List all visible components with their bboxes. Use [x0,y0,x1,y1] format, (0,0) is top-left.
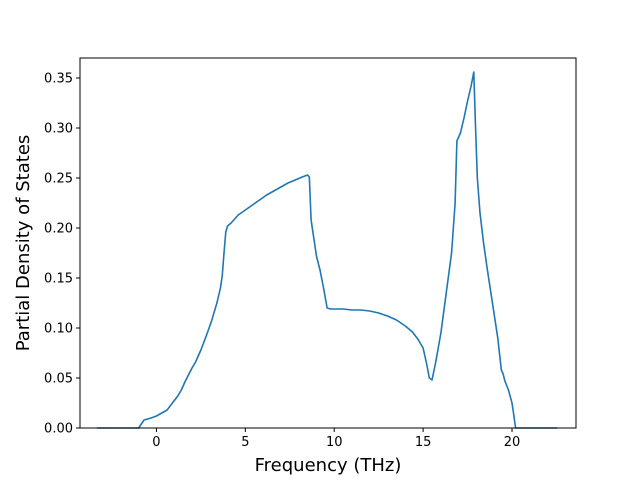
y-tick-label: 0.25 [44,172,73,187]
series-layer [96,71,558,429]
y-axis-label: Partial Density of States [13,135,34,352]
y-tick-label: 0.10 [44,322,73,337]
plot-area-background [80,58,576,428]
x-tick-label: 0 [152,435,160,450]
x-tick-label: 10 [326,435,343,450]
y-tick-label: 0.20 [44,222,73,237]
y-tick-label: 0.00 [44,422,73,437]
ticks-layer: 0 5 10 15 20 0.00 0.05 0.10 0.15 0.20 0.25 0.30 0.35 [44,72,520,451]
x-tick-label: 5 [241,435,249,450]
y-tick-label: 0.35 [44,72,73,87]
y-tick-label: 0.15 [44,272,73,287]
x-tick-label: 15 [415,435,432,450]
series-line [96,71,558,429]
y-tick-label: 0.30 [44,122,73,137]
y-tick-label: 0.05 [44,372,73,387]
x-axis-label: Frequency (THz) [255,455,402,476]
axes-frame [79,57,577,429]
x-tick-label: 20 [504,435,521,450]
